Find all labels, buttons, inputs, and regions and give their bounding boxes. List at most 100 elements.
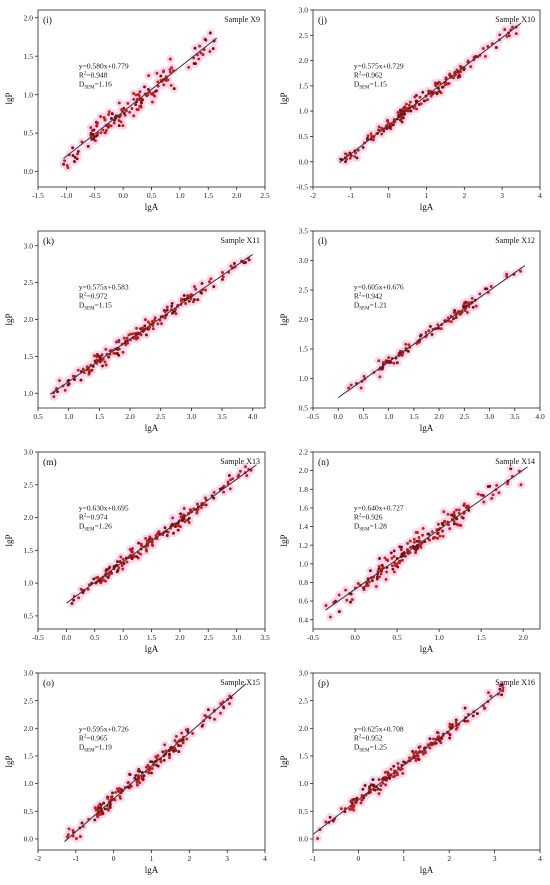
- data-point: [482, 500, 486, 504]
- y-tick-label: 1.5: [24, 352, 34, 361]
- data-point: [104, 363, 108, 367]
- data-point: [339, 807, 343, 811]
- data-point: [356, 582, 360, 585]
- data-point: [171, 311, 174, 315]
- dsem-subscript: SEM: [84, 85, 95, 90]
- data-point: [404, 554, 407, 558]
- data-point: [478, 292, 482, 296]
- data-point: [356, 148, 360, 152]
- data-point: [146, 87, 150, 91]
- data-point: [457, 508, 461, 512]
- data-point: [454, 316, 458, 319]
- data-point: [339, 157, 343, 161]
- data-point: [219, 711, 222, 715]
- y-tick-label: 2.2: [299, 448, 309, 457]
- data-point: [63, 159, 67, 163]
- data-point: [206, 708, 210, 712]
- data-point: [471, 305, 475, 309]
- plot-frame: [312, 230, 541, 409]
- data-point: [501, 686, 505, 690]
- data-point: [500, 693, 504, 697]
- x-axis-title: lgA: [145, 865, 159, 875]
- x-tick-label: 0.5: [392, 633, 402, 642]
- data-point: [99, 354, 103, 358]
- data-point: [369, 783, 373, 787]
- data-point: [109, 117, 113, 120]
- y-axis-title: lgP: [279, 92, 289, 104]
- equation-text: y=0.575x+0.729: [354, 61, 404, 70]
- data-point: [70, 602, 74, 605]
- data-point: [401, 107, 405, 111]
- data-point: [66, 833, 70, 837]
- data-point: [373, 788, 377, 792]
- data-point: [379, 572, 383, 576]
- chart-panel: 0.5 1.0 1.5 2.0 2.5 3.0 3.5 4.0 1.0 1.5 2.0 2.5 3.0 l…: [0, 221, 275, 442]
- data-point: [107, 113, 111, 116]
- data-point: [146, 93, 150, 97]
- data-point: [324, 604, 328, 607]
- data-point: [89, 131, 93, 135]
- data-point: [196, 502, 199, 506]
- data-point: [125, 336, 129, 340]
- x-axis-title: lgA: [420, 202, 434, 212]
- data-point: [433, 536, 437, 539]
- dsem-text: DSEM=1.26: [79, 521, 112, 532]
- data-point: [438, 89, 441, 93]
- r-squared-symbol: R: [354, 70, 359, 79]
- dsem-text: DSEM=1.15: [354, 79, 387, 90]
- data-point: [71, 829, 75, 832]
- data-point: [187, 294, 191, 298]
- data-point: [141, 98, 145, 102]
- data-point: [207, 280, 211, 284]
- data-point: [151, 544, 155, 547]
- data-point: [244, 465, 247, 469]
- data-point: [176, 528, 180, 532]
- data-point: [128, 773, 132, 777]
- data-point: [344, 160, 347, 164]
- sample-label: Sample X16: [495, 678, 535, 687]
- data-point: [121, 124, 125, 128]
- x-tick-label: 2.5: [156, 412, 166, 421]
- data-point: [108, 572, 112, 575]
- data-point: [337, 610, 341, 614]
- data-point: [119, 555, 123, 559]
- data-point: [80, 140, 84, 144]
- data-point: [377, 125, 381, 129]
- data-point: [380, 563, 384, 567]
- data-point: [433, 90, 436, 94]
- data-point: [156, 80, 160, 84]
- y-axis-title: lgP: [4, 313, 14, 325]
- data-point: [168, 68, 172, 72]
- data-point: [424, 331, 428, 334]
- data-point: [382, 129, 386, 133]
- data-point: [461, 516, 465, 520]
- data-point: [103, 118, 107, 122]
- r-squared-text: R2=0.942: [354, 291, 383, 300]
- data-point: [328, 615, 332, 619]
- data-point: [155, 763, 158, 767]
- data-point: [221, 275, 225, 279]
- r-squared-exponent: 2: [359, 292, 362, 297]
- data-point: [168, 57, 172, 61]
- data-point: [172, 749, 176, 753]
- x-tick-label: 1.5: [95, 412, 105, 421]
- x-tick-label: 3.0: [187, 412, 197, 421]
- data-point: [414, 757, 418, 761]
- chart-panel: -1.5 -1.0 -0.5 0.0 0.5 1.0 1.5 2.0 2.5 0.0 0.5 1.0 1…: [0, 0, 275, 221]
- data-point: [147, 74, 151, 78]
- data-point: [182, 507, 186, 510]
- data-point: [406, 349, 410, 353]
- r-squared-symbol: R: [79, 70, 84, 79]
- y-tick-label: 1.5: [299, 81, 309, 90]
- y-axis-title: lgP: [279, 534, 289, 546]
- data-point: [386, 773, 390, 777]
- data-point: [471, 714, 475, 718]
- data-point: [85, 365, 89, 369]
- data-point: [436, 536, 440, 540]
- dsem-text: DSEM=1.25: [354, 742, 387, 753]
- data-point: [359, 386, 363, 390]
- y-tick-label: 2.0: [24, 13, 34, 22]
- data-point: [245, 474, 249, 478]
- data-point: [395, 361, 399, 365]
- y-tick-label: 1.0: [24, 779, 34, 788]
